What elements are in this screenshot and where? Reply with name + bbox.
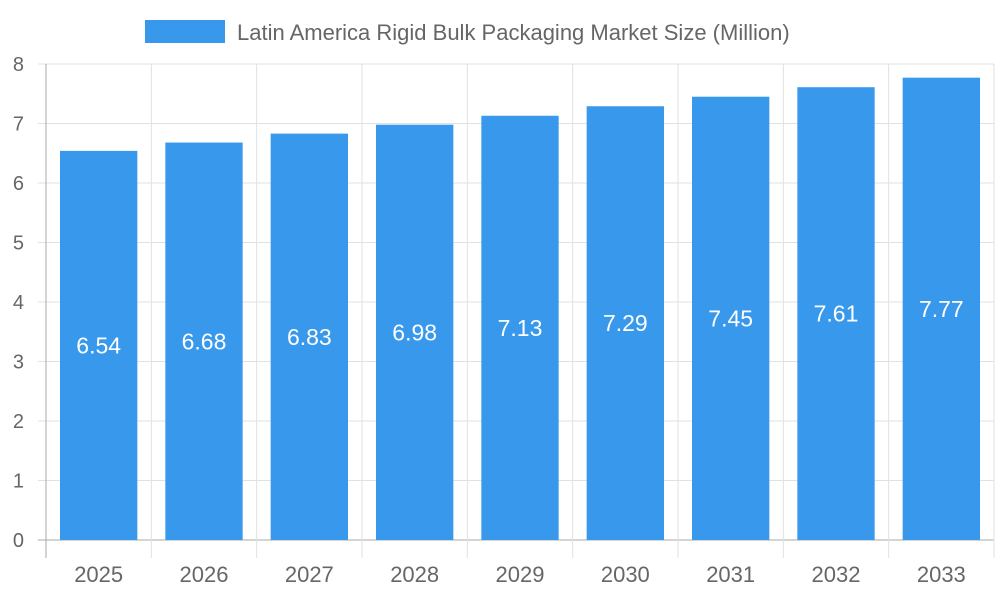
bar-2027 [270, 133, 348, 541]
y-tick-label: 3 [13, 352, 24, 374]
x-tick-label: 2025 [74, 562, 123, 587]
legend: Latin America Rigid Bulk Packaging Marke… [145, 20, 790, 45]
data-label: 7.29 [603, 310, 648, 336]
data-label: 6.68 [182, 328, 227, 354]
x-tick-label: 2027 [285, 562, 334, 587]
bar-2031 [692, 96, 770, 540]
x-tick-label: 2028 [390, 562, 439, 587]
y-tick-label: 0 [13, 530, 24, 552]
y-tick-label: 4 [13, 292, 24, 314]
y-tick-label: 1 [13, 471, 24, 493]
legend-swatch [145, 20, 225, 43]
bars: 6.54 6.68 6.83 6.98 7.13 7.29 7.45 7.61 7.77 [60, 77, 980, 541]
x-tick-label: 2029 [496, 562, 545, 587]
data-label: 6.54 [76, 332, 121, 358]
bar-2026 [165, 142, 243, 541]
x-tick-label: 2033 [917, 562, 966, 587]
x-tick-label: 2026 [180, 562, 229, 587]
y-tick-label: 6 [13, 173, 24, 195]
data-label: 6.98 [392, 319, 437, 345]
y-tick-label: 5 [13, 233, 24, 255]
x-tick-label: 2031 [706, 562, 755, 587]
y-tick-label: 7 [13, 114, 24, 136]
data-label: 7.45 [708, 305, 753, 331]
data-label: 7.77 [919, 296, 964, 322]
bar-2032 [797, 87, 875, 540]
bar-2033 [902, 77, 980, 540]
y-tick-label: 8 [13, 54, 24, 76]
data-label: 7.61 [814, 301, 859, 327]
bar-2030 [586, 106, 664, 541]
data-label: 7.13 [498, 315, 543, 341]
bar-2025 [60, 150, 138, 540]
bar-2029 [481, 115, 559, 540]
x-tick-label: 2030 [601, 562, 650, 587]
legend-label: Latin America Rigid Bulk Packaging Marke… [237, 20, 790, 45]
data-label: 6.83 [287, 324, 332, 350]
y-axis-ticks: 0 1 2 3 4 5 6 7 8 [13, 54, 24, 552]
x-tick-label: 2032 [812, 562, 861, 587]
y-tick-label: 2 [13, 411, 24, 433]
bar-2028 [376, 124, 454, 540]
x-axis-ticks: 2025 2026 2027 2028 2029 2030 2031 2032 2033 [74, 562, 966, 587]
